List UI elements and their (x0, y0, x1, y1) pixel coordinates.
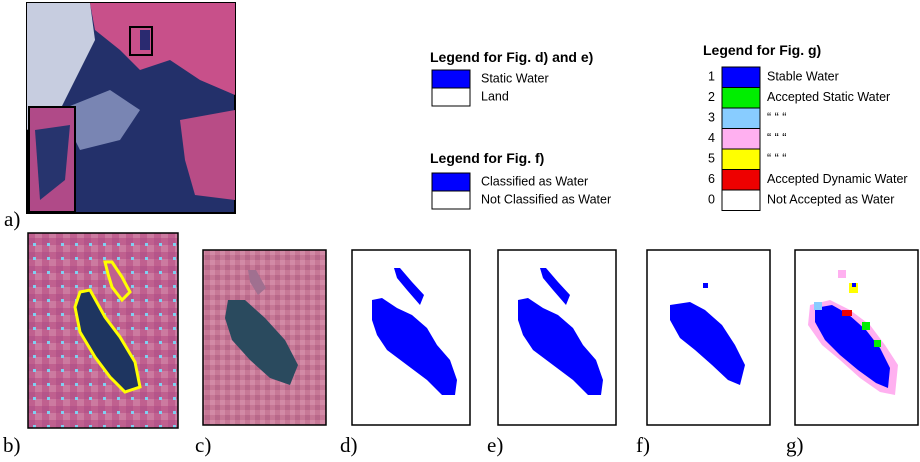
image-e (498, 250, 616, 425)
legend-swatch (432, 70, 470, 88)
legend-swatch (722, 88, 760, 109)
image-c (203, 250, 326, 425)
legend-swatch (722, 129, 760, 150)
legend-title: Legend for Fig. f) (430, 150, 544, 166)
panel-label: f) (636, 433, 650, 457)
panel-label: d) (340, 433, 358, 457)
legend-swatch (722, 67, 760, 88)
legend-code: 0 (708, 193, 715, 207)
legend-title: Legend for Fig. g) (703, 42, 821, 58)
image-f (647, 250, 770, 425)
satellite-image (27, 3, 235, 213)
legend-swatch (432, 191, 470, 209)
panel-label: e) (487, 433, 503, 457)
legend-label: Accepted Dynamic Water (767, 172, 908, 186)
panel-label: g) (786, 433, 804, 457)
legend-swatch (722, 170, 760, 191)
legend-label: Not Classified as Water (481, 192, 611, 206)
legend-label: “ “ “ (767, 152, 786, 166)
legend-label: “ “ “ (767, 131, 786, 145)
legend-swatch (722, 190, 760, 211)
legend-code: 1 (708, 70, 715, 84)
image-b (28, 233, 178, 428)
image-g (795, 250, 918, 425)
legend-swatch (722, 108, 760, 129)
legend-label: Static Water (481, 71, 549, 85)
legend-code: 4 (708, 131, 715, 145)
legend-label: Stable Water (767, 70, 839, 84)
panel-label: c) (195, 433, 211, 457)
legend-swatch (432, 88, 470, 106)
legend-swatch (432, 173, 470, 191)
legend-label: Classified as Water (481, 174, 588, 188)
legend-label: Land (481, 89, 509, 103)
legends: Static Water Land Classified as Water Not C… (432, 67, 908, 211)
legend-code: 6 (708, 172, 715, 186)
panel-label: b) (3, 433, 21, 457)
legend-label: Accepted Static Water (767, 90, 890, 104)
legend-title: Legend for Fig. d) and e) (430, 49, 593, 65)
figure: a) b) c) d) e) f) g) Legend for Fig. d) … (0, 0, 920, 462)
legend-code: 2 (708, 90, 715, 104)
legend-label: Not Accepted as Water (767, 193, 894, 207)
legend-code: 3 (708, 111, 715, 125)
legend-label: “ “ “ (767, 111, 786, 125)
legend-swatch (722, 149, 760, 170)
panel-label: a) (4, 207, 20, 231)
legend-code: 5 (708, 152, 715, 166)
image-d (352, 250, 470, 425)
